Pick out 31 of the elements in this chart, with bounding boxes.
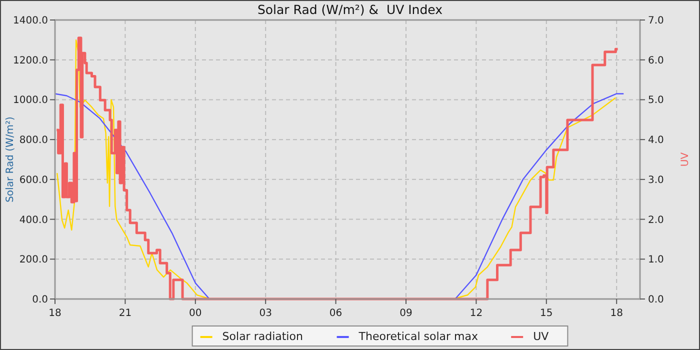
x-tick-label: 12 bbox=[470, 308, 483, 319]
y2-axis-title: UV bbox=[680, 152, 691, 167]
y-tick-label: 1200.0 bbox=[13, 55, 48, 66]
x-tick-label: 09 bbox=[400, 308, 412, 319]
y-tick-label: 800.0 bbox=[19, 135, 48, 146]
x-tick-label: 18 bbox=[48, 308, 62, 319]
y-tick-label: 1000.0 bbox=[13, 95, 48, 106]
x-tick-label: 21 bbox=[118, 308, 132, 319]
y-tick-label: 1400.0 bbox=[13, 16, 48, 26]
y-tick-label: 200.0 bbox=[19, 254, 48, 266]
x-tick-label: 03 bbox=[259, 308, 272, 319]
x-tick-label: 15 bbox=[540, 308, 553, 319]
x-tick-label: 00 bbox=[189, 308, 202, 319]
y-axis-title: Solar Rad (W/m²) bbox=[5, 116, 16, 202]
y2-tick-label: 4.0 bbox=[648, 135, 664, 146]
y2-tick-label: 5.0 bbox=[648, 95, 664, 106]
legend-label: Solar radiation bbox=[222, 330, 303, 343]
y2-tick-label: 6.0 bbox=[648, 55, 664, 66]
y2-tick-label: 0.0 bbox=[648, 294, 664, 306]
x-tick-label: 06 bbox=[329, 308, 342, 319]
y-tick-label: 400.0 bbox=[19, 214, 48, 226]
y-tick-label: 600.0 bbox=[19, 174, 48, 186]
y2-tick-label: 7.0 bbox=[648, 16, 664, 26]
legend-label: Theoretical solar max bbox=[358, 330, 478, 343]
y2-tick-label: 1.0 bbox=[648, 254, 664, 266]
legend-label: UV bbox=[533, 330, 550, 343]
chart-title: Solar Rad (W/m²) & UV Index bbox=[257, 2, 443, 17]
y-tick-label: 0.0 bbox=[32, 294, 48, 306]
y2-tick-label: 2.0 bbox=[648, 214, 664, 226]
y2-tick-label: 3.0 bbox=[648, 174, 664, 186]
x-tick-label: 18 bbox=[610, 308, 623, 319]
